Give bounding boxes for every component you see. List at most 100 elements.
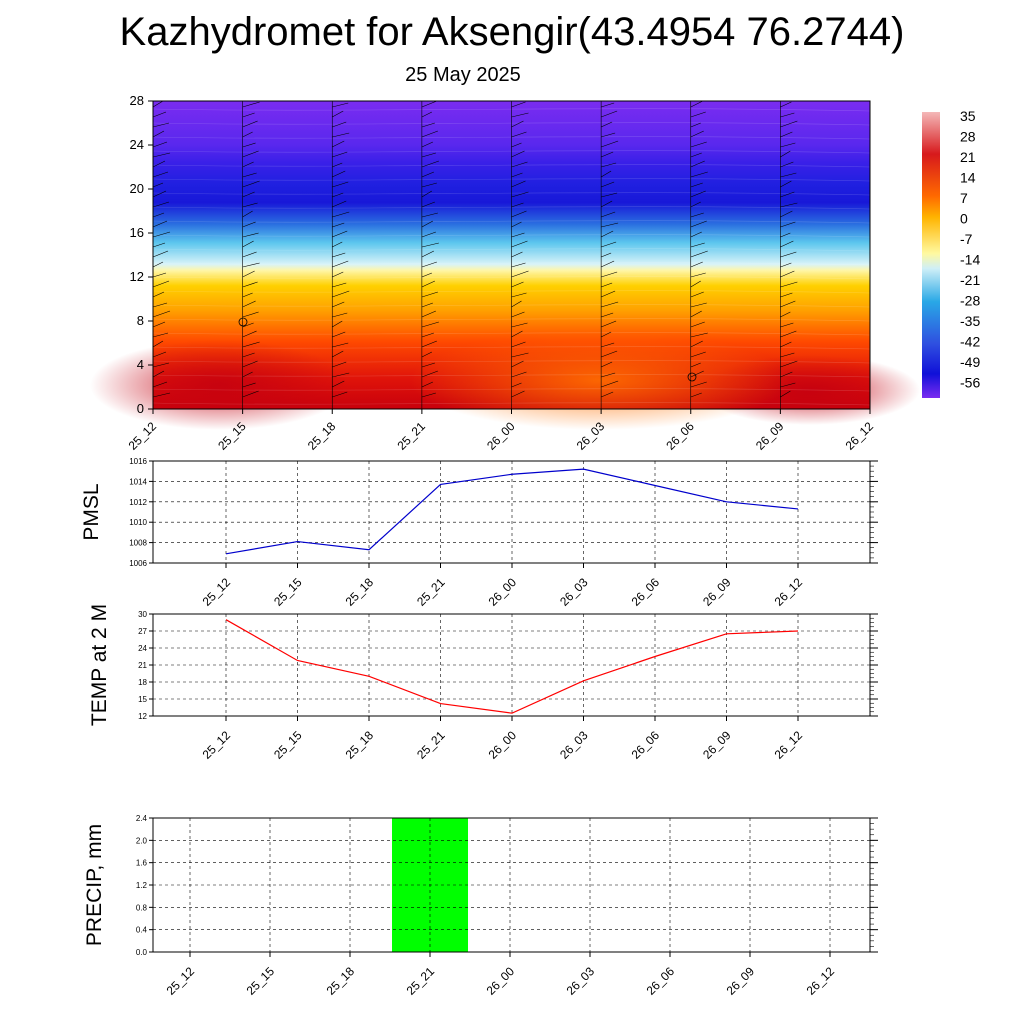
wind-barb — [601, 132, 616, 138]
wind-barb — [780, 240, 794, 248]
wind-barb — [690, 370, 704, 378]
wind-barb — [332, 110, 344, 118]
wind-barb — [152, 351, 167, 358]
precip-x-tick-label: 26_12 — [804, 964, 838, 998]
wind-barb — [780, 101, 792, 108]
wind-barb — [421, 332, 434, 338]
wind-barb — [152, 340, 164, 348]
pmsl-y-tick-label: 1016 — [129, 457, 147, 466]
y-tick-label: 16 — [130, 225, 144, 240]
wind-barb — [421, 340, 437, 348]
wind-barb — [242, 240, 254, 248]
wind-barb — [511, 240, 528, 248]
temp-x-tick-label: 25_15 — [271, 728, 305, 762]
precip-y-tick-label: 0.0 — [136, 948, 148, 957]
wind-barb — [780, 292, 793, 298]
wind-barb — [332, 241, 343, 248]
wind-barb — [601, 342, 615, 348]
wind-barb — [152, 130, 165, 138]
wind-barb — [690, 111, 706, 118]
wind-barb — [690, 231, 702, 238]
wind-barb — [601, 380, 619, 388]
temp-x-tick-label: 25_12 — [200, 728, 234, 762]
wind-barb — [690, 122, 701, 128]
wind-barb — [152, 201, 170, 208]
wind-barb — [242, 131, 253, 138]
contour-line — [152, 122, 871, 126]
pmsl-y-tick-label: 1006 — [129, 559, 147, 568]
wind-barb — [332, 380, 345, 388]
precip-y-tick-label: 1.2 — [136, 881, 148, 890]
contour-line — [152, 150, 871, 154]
wind-barb — [601, 222, 619, 228]
contour-line — [152, 178, 871, 182]
pmsl-y-tick-label: 1012 — [129, 498, 147, 507]
wind-barb — [421, 201, 435, 208]
wind-barb — [421, 261, 437, 268]
wind-barb — [511, 202, 524, 208]
wind-barb — [601, 192, 618, 198]
y-tick-label: 20 — [130, 181, 144, 196]
wind-barb — [780, 142, 796, 148]
wind-barb — [242, 210, 253, 218]
wind-barb — [690, 212, 704, 218]
wind-barb — [242, 172, 257, 178]
wind-barb — [332, 252, 346, 258]
wind-barb — [332, 301, 345, 308]
wind-barb — [421, 250, 435, 258]
wind-barb — [690, 250, 708, 258]
contour-line — [152, 276, 871, 280]
wind-barb — [421, 111, 433, 118]
wind-barb — [511, 172, 523, 178]
wind-barb — [690, 141, 707, 148]
contour-line — [152, 206, 871, 210]
wind-barb — [332, 290, 350, 298]
colorbar-label: 35 — [960, 108, 976, 124]
wind-barb — [780, 382, 796, 388]
wind-barb — [242, 270, 255, 278]
wind-barb — [421, 171, 434, 178]
wind-barb — [421, 141, 433, 148]
wind-barb — [780, 390, 791, 398]
contour-line — [152, 290, 871, 294]
wind-barb — [780, 191, 795, 198]
temp-y-tick-label: 15 — [138, 695, 147, 704]
wind-barb — [242, 221, 256, 228]
wind-barb — [690, 321, 705, 328]
precip-x-tick-label: 26_09 — [724, 964, 758, 998]
wind-barb — [332, 230, 348, 238]
wind-barb — [780, 322, 794, 328]
warm-region — [90, 340, 350, 430]
wind-barb — [600, 331, 612, 338]
wind-barb — [152, 291, 165, 298]
wind-barb — [780, 251, 797, 258]
wind-barb — [421, 160, 439, 168]
contour-line — [152, 402, 871, 406]
wind-barb — [601, 301, 619, 308]
wind-barb — [511, 300, 522, 308]
wind-barb — [690, 171, 708, 178]
wind-barb — [690, 351, 706, 358]
wind-barb — [152, 242, 166, 248]
wind-barb — [690, 291, 704, 298]
wind-barb — [421, 321, 439, 328]
wind-barb — [601, 312, 614, 318]
colorbar-label: 7 — [960, 190, 968, 206]
wind-barb — [780, 232, 791, 238]
wind-barb — [242, 281, 258, 288]
pmsl-x-tick-label: 26_00 — [486, 575, 520, 609]
wind-barb — [511, 161, 528, 168]
wind-barb — [601, 211, 616, 218]
wind-barb — [780, 180, 792, 188]
wind-barb — [242, 101, 260, 108]
wind-barb — [332, 170, 346, 178]
wind-barb — [511, 120, 524, 128]
wind-barb — [601, 121, 613, 128]
wind-barb — [511, 311, 525, 318]
wind-barb — [690, 340, 703, 348]
y-tick-label: 8 — [137, 313, 144, 328]
wind-barb — [332, 312, 348, 318]
wind-barb — [780, 300, 796, 308]
wind-barb — [511, 292, 527, 298]
wind-barb — [242, 262, 260, 268]
